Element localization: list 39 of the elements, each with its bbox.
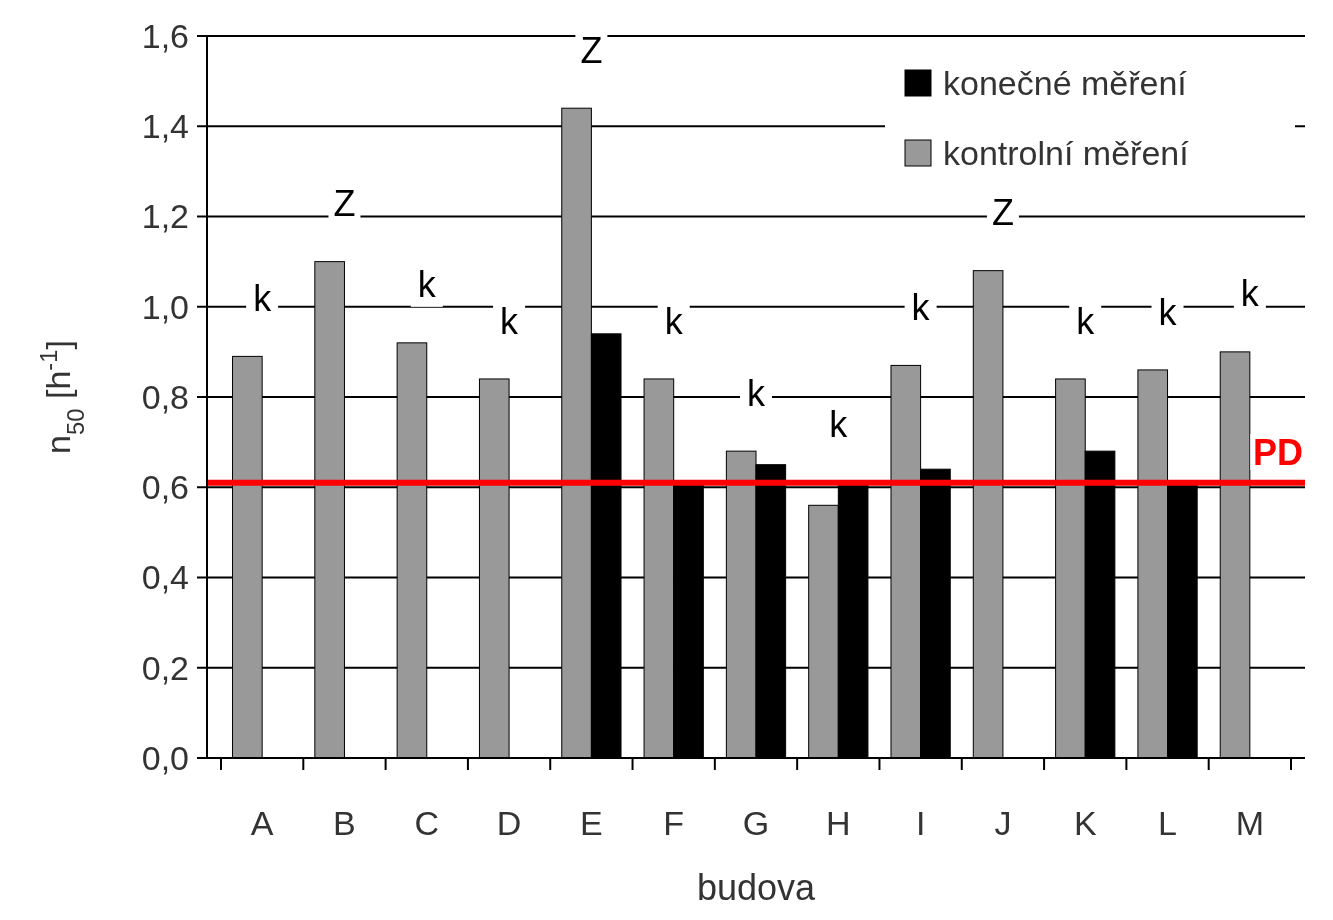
x-tick-label: M <box>1235 803 1265 842</box>
x-tick-label: B <box>333 803 356 842</box>
annotation: Z <box>333 183 356 225</box>
annotation: k <box>747 372 766 414</box>
ref-line-label: PD <box>1252 431 1303 473</box>
x-tick-label: H <box>826 803 851 842</box>
x-tick-label: K <box>1073 803 1097 842</box>
x-tick-label: D <box>496 803 522 842</box>
y-tick-label: 0,8 <box>141 377 189 416</box>
y-tick-label: 1,6 <box>141 16 189 55</box>
annotation: k <box>253 277 273 319</box>
annotation: k <box>664 300 684 342</box>
y-tick-label: 1,4 <box>141 107 189 146</box>
annotation: k <box>417 264 437 306</box>
y-tick-label: 0,2 <box>141 648 189 687</box>
x-tick-label: C <box>414 803 440 842</box>
annotation: k <box>911 287 931 329</box>
x-tick-label: F <box>663 803 685 842</box>
y-tick-label: 0,6 <box>141 468 189 507</box>
x-tick-label: A <box>250 803 274 842</box>
x-tick-label: E <box>580 803 603 842</box>
annotation: Z <box>580 29 603 71</box>
legend-label: kontrolní měření <box>943 133 1190 172</box>
annotation: k <box>1158 291 1178 333</box>
x-axis-title: budova <box>696 867 817 908</box>
annotation: Z <box>991 192 1014 234</box>
x-tick-label: L <box>1158 803 1177 842</box>
annotation: k <box>500 300 520 342</box>
y-tick-label: 0,4 <box>141 558 189 597</box>
legend-label: konečné měření <box>943 63 1188 102</box>
x-tick-label: J <box>994 803 1012 842</box>
annotation: k <box>1076 300 1096 342</box>
y-tick-label: 1,0 <box>141 287 189 326</box>
x-tick-label: I <box>915 803 926 842</box>
y-tick-label: 0,0 <box>141 738 189 777</box>
x-tick-label: G <box>742 803 770 842</box>
annotation: k <box>829 404 849 446</box>
y-tick-label: 1,2 <box>141 197 189 236</box>
annotation: k <box>1240 273 1260 315</box>
